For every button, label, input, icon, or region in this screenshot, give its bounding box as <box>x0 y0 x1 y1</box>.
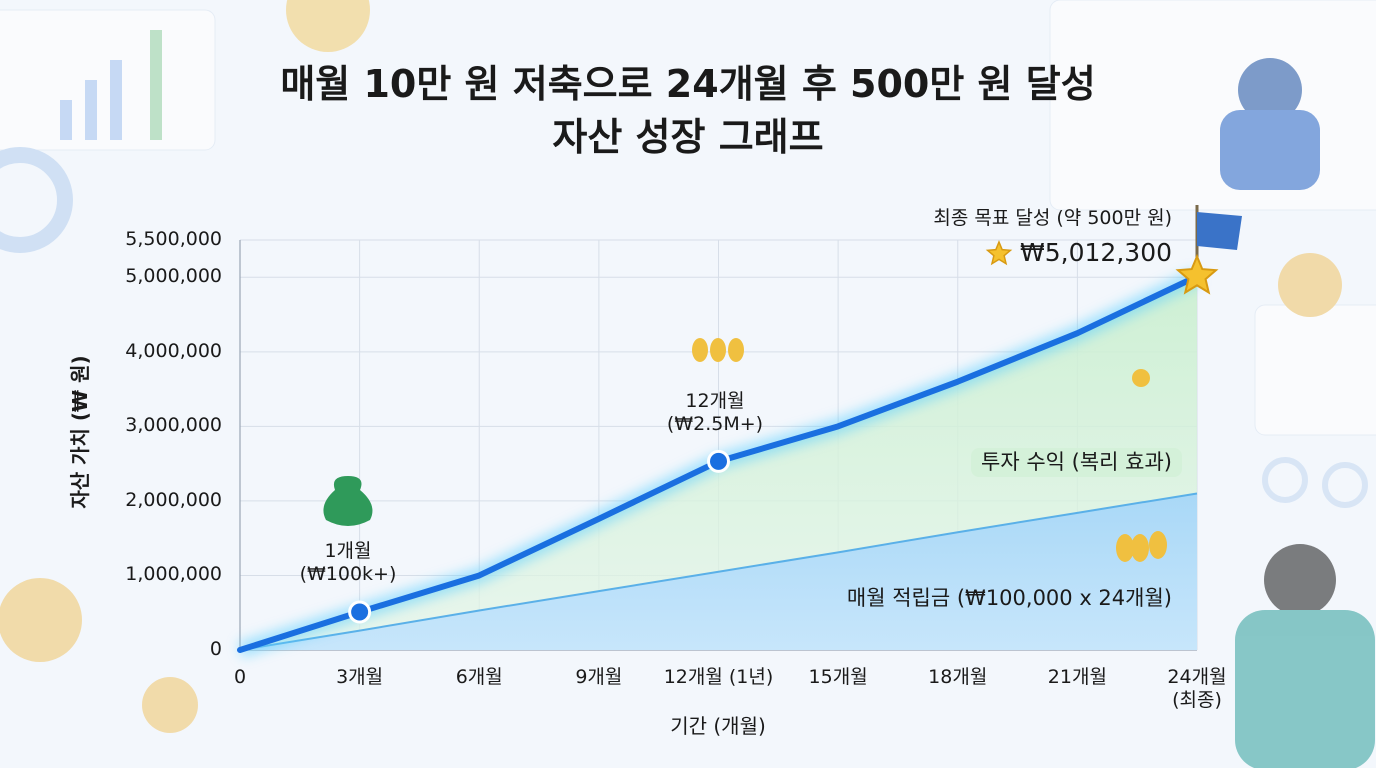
annotation: 12개월 (₩2.5M+) <box>666 390 764 435</box>
x-tick-label: 24개월 (최종) <box>1167 666 1227 711</box>
series-label: 투자 수익 (복리 효과) <box>971 448 1182 478</box>
x-tick-label: 15개월 <box>808 666 868 688</box>
y-tick-label: 3,000,000 <box>125 414 222 437</box>
y-tick-label: 4,000,000 <box>125 339 222 362</box>
contribution-line <box>239 492 1198 651</box>
x-tick-label: 21개월 <box>1047 666 1107 688</box>
y-tick-label: 2,000,000 <box>125 488 222 511</box>
x-tick-label: 6개월 <box>455 666 503 688</box>
coin-icon <box>1149 531 1167 559</box>
y-tick-label: 5,000,000 <box>125 265 222 288</box>
y-tick-label: 0 <box>209 638 222 660</box>
coin-icon <box>1131 534 1149 562</box>
coin-icon <box>728 338 744 362</box>
plot-area <box>237 205 1242 658</box>
star-icon <box>985 240 1013 266</box>
money-bag-icon <box>323 476 373 526</box>
series-label: 매월 적립금 (₩100,000 x 24개월) <box>846 586 1172 610</box>
goal-star <box>1175 253 1219 295</box>
plant-icon <box>1132 369 1150 387</box>
milestone-point <box>348 600 372 624</box>
x-tick-label: 18개월 <box>928 666 988 688</box>
x-tick-label: 3개월 <box>336 666 384 688</box>
annotation: 1개월 (₩100k+) <box>299 540 397 585</box>
chart-title: 매월 10만 원 저축으로 24개월 후 500만 원 달성 자산 성장 그래프 <box>280 62 1096 160</box>
annotation: ₩5,012,300 <box>1020 238 1172 267</box>
x-tick-label: 9개월 <box>575 666 623 688</box>
coin-icon <box>710 338 726 362</box>
flag <box>1197 212 1242 250</box>
x-tick-label: 0 <box>233 666 247 688</box>
coin-icon <box>692 338 708 362</box>
y-tick-label: 5,500,000 <box>125 228 222 250</box>
x-tick-label: 12개월 (1년) <box>663 666 774 688</box>
y-tick-label: 1,000,000 <box>125 563 222 586</box>
milestone-point <box>707 449 730 473</box>
annotation: 최종 목표 달성 (약 500만 원) <box>933 207 1172 229</box>
x-axis-title: 기간 (개월) <box>670 714 766 738</box>
y-axis-title: 자산 가치 (₩ 원) <box>68 355 92 509</box>
coin-icon <box>1116 534 1134 562</box>
